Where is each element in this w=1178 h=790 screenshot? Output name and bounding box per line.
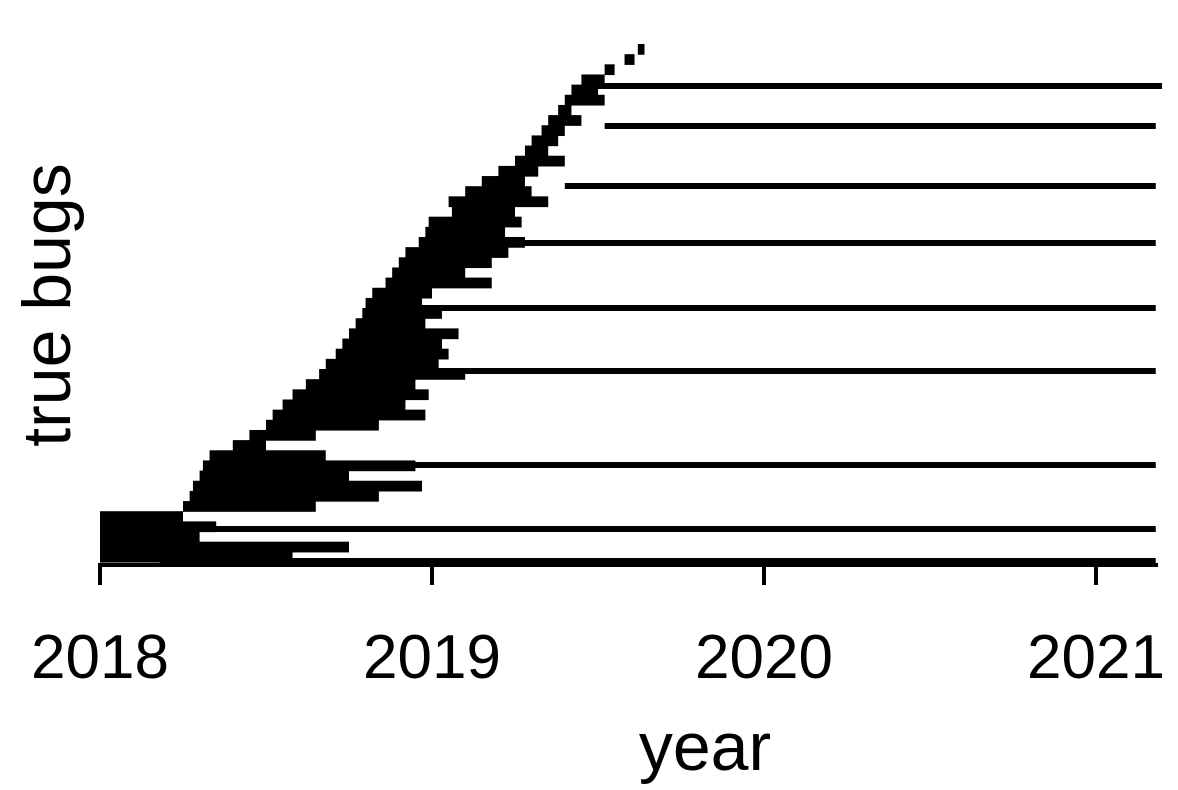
- bug-bar: [385, 277, 492, 289]
- x-tick-label-2018: 2018: [31, 623, 169, 692]
- bug-bar: [325, 358, 439, 370]
- bars-group: [100, 44, 1162, 564]
- bug-bar: [266, 419, 379, 431]
- x-tick-label-2019: 2019: [363, 623, 501, 692]
- bug-bar: [558, 104, 572, 116]
- bug-bar: [405, 247, 509, 258]
- bug-bar: [531, 135, 559, 147]
- long-bug-bar: [604, 123, 1156, 129]
- bug-bar: [451, 206, 515, 218]
- bug-bar: [498, 165, 539, 177]
- bug-bar: [392, 267, 466, 279]
- bug-bar: [481, 176, 525, 187]
- x-tick-label-2020: 2020: [695, 623, 833, 692]
- long-bug-bar: [365, 305, 1156, 311]
- long-bug-bar: [598, 83, 1162, 89]
- bug-bar: [398, 257, 492, 269]
- bug-bar: [541, 125, 565, 137]
- bug-bar: [372, 287, 432, 299]
- bug-bar: [335, 348, 449, 360]
- bug-bar: [305, 379, 416, 390]
- bug-bar: [418, 236, 525, 248]
- bug-bar: [199, 470, 349, 482]
- long-bug-bar: [183, 526, 1156, 532]
- bug-bar: [232, 440, 266, 451]
- bug-bar: [349, 328, 459, 340]
- bug-bar: [209, 450, 326, 462]
- bug-bar: [249, 429, 316, 441]
- bug-bar: [548, 115, 582, 126]
- y-axis-label: true bugs: [9, 163, 85, 447]
- bug-bar: [571, 84, 598, 96]
- bug-bar: [515, 155, 565, 167]
- bug-bar: [292, 389, 429, 401]
- bug-bar: [100, 521, 217, 533]
- bug-bar: [637, 44, 645, 55]
- x-axis-label: year: [639, 709, 771, 785]
- bug-bar: [282, 399, 406, 411]
- bug-bar: [342, 338, 442, 350]
- bug-bar: [100, 551, 293, 563]
- bug-bar: [604, 64, 615, 76]
- bug-bar: [183, 501, 316, 512]
- bug-bar: [624, 54, 635, 65]
- bug-bar: [428, 216, 522, 228]
- bug-bar: [100, 511, 183, 522]
- long-bug-bar: [232, 462, 1156, 468]
- bug-bar: [448, 196, 549, 208]
- long-bug-bar: [428, 240, 1156, 246]
- x-ticks-group: 2018 2019 2020 2021: [31, 563, 1165, 692]
- bug-bar: [581, 74, 605, 86]
- bug-bar: [202, 460, 416, 472]
- bug-bar: [192, 480, 423, 492]
- bug-bar: [355, 318, 426, 329]
- bug-bar: [272, 409, 426, 421]
- bug-bar: [524, 145, 549, 157]
- bug-bar: [100, 531, 200, 543]
- bug-bar: [425, 226, 506, 238]
- bug-bar: [100, 541, 349, 553]
- bug-bar: [189, 490, 379, 502]
- long-bug-bar: [339, 368, 1156, 374]
- bug-bar: [564, 94, 605, 106]
- bug-bar: [319, 369, 466, 380]
- long-bug-bar: [564, 183, 1156, 189]
- x-tick-label-2021: 2021: [1027, 623, 1165, 692]
- bug-bar: [465, 186, 532, 197]
- bug-bar: [365, 297, 423, 309]
- long-bug-bar: [159, 558, 1156, 564]
- bug-bar: [362, 308, 442, 319]
